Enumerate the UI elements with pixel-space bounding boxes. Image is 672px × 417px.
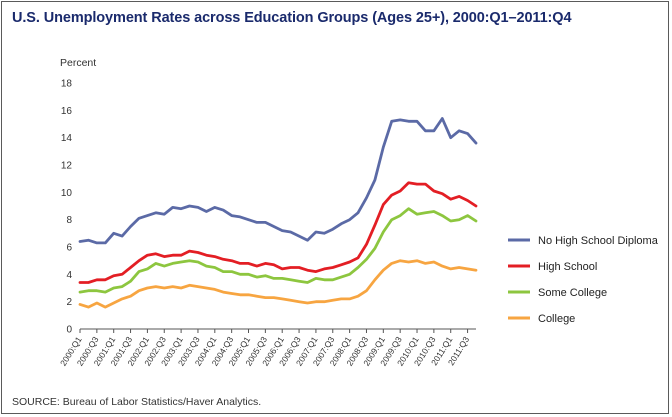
legend: No High School Diploma High School Some Co… bbox=[508, 235, 659, 325]
y-tick-label: 12 bbox=[61, 161, 73, 172]
legend-label-high-school: High School bbox=[538, 261, 597, 273]
y-tick-label: 10 bbox=[61, 188, 73, 199]
series-line-high-school bbox=[78, 181, 478, 284]
y-tick-label: 0 bbox=[66, 325, 72, 336]
y-tick-label: 6 bbox=[66, 243, 72, 254]
series-line-some-college bbox=[78, 207, 478, 294]
y-tick-label: 2 bbox=[66, 297, 72, 308]
legend-label-no-high-school-diploma: No High School Diploma bbox=[538, 235, 659, 247]
y-axis-label: Percent bbox=[60, 57, 96, 69]
y-tick-label: 16 bbox=[61, 106, 73, 117]
y-tick-label: 18 bbox=[61, 79, 73, 90]
legend-label-college: College bbox=[538, 313, 575, 325]
y-tick-label: 4 bbox=[66, 270, 72, 281]
series-lines bbox=[78, 117, 478, 309]
chart-title: U.S. Unemployment Rates across Education… bbox=[12, 10, 572, 26]
series-line-no-high-school-diploma bbox=[78, 117, 478, 245]
y-tick-label: 14 bbox=[61, 133, 73, 144]
series-line-college bbox=[78, 259, 478, 309]
y-tick-label: 8 bbox=[66, 215, 72, 226]
legend-label-some-college: Some College bbox=[538, 287, 607, 299]
x-axis: 2000:Q12000:Q32001:Q12001:Q32002:Q12002:… bbox=[58, 328, 476, 368]
source-note: SOURCE: Bureau of Labor Statistics/Haver… bbox=[12, 396, 262, 408]
y-axis-ticks: 0 2 4 6 8 10 12 14 16 18 bbox=[61, 79, 73, 336]
